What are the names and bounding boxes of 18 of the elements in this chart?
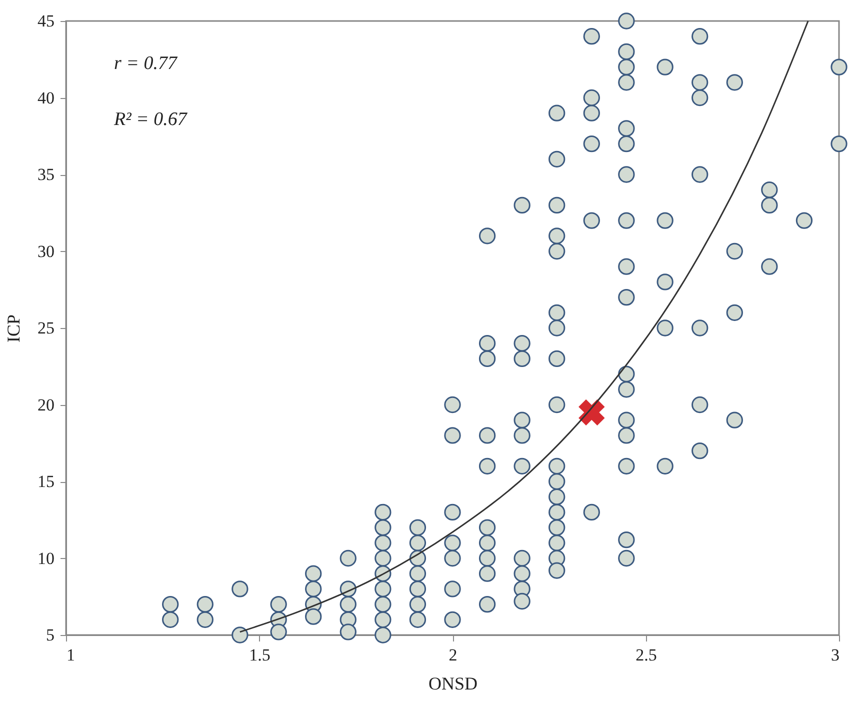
y-tick-label: 40 bbox=[38, 88, 54, 108]
x-tick-label: 3 bbox=[831, 646, 840, 664]
x-tick-label: 1.5 bbox=[249, 646, 270, 664]
y-tick-label: 15 bbox=[38, 472, 54, 491]
annotation: r = 0.77 bbox=[114, 53, 178, 74]
x-axis-title: ONSD bbox=[428, 674, 478, 694]
y-axis-title: ICP bbox=[4, 314, 24, 343]
y-tick-label: 25 bbox=[38, 318, 54, 338]
x-tick-label: 2 bbox=[448, 646, 458, 664]
x-tick-label: 2.5 bbox=[636, 646, 657, 664]
y-tick-label: 20 bbox=[38, 395, 54, 414]
y-tick-label: 5 bbox=[46, 626, 54, 644]
x-tick-label: 1 bbox=[66, 646, 75, 664]
y-tick-label: 45 bbox=[38, 12, 54, 30]
y-tick-label: 35 bbox=[38, 165, 54, 184]
y-tick-label: 30 bbox=[38, 242, 54, 261]
y-tick-label: 10 bbox=[38, 548, 54, 568]
annotation: R² = 0.67 bbox=[113, 109, 188, 130]
